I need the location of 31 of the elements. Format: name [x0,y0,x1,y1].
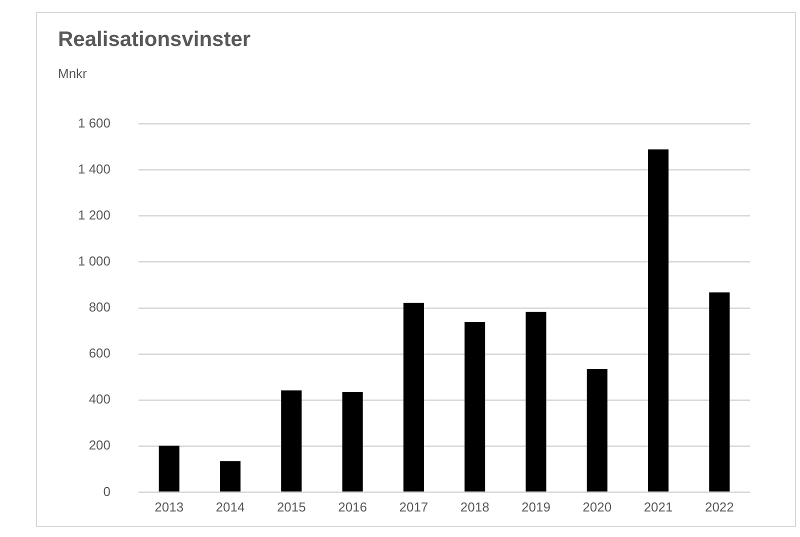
y-tick-label: 1 000 [78,254,111,269]
chart-title: Realisationsvinster [58,28,251,52]
x-tick-label: 2016 [338,500,368,515]
x-tick-label: 2021 [644,500,673,515]
y-tick-label: 1 400 [78,161,111,176]
bar [586,369,608,492]
x-tick-label: 2017 [399,500,428,515]
x-tick-label: 2013 [154,500,184,515]
bar [403,302,424,492]
y-tick-label: 800 [88,300,111,315]
x-tick-label: 2014 [216,500,245,515]
bar [464,322,486,492]
bar [526,312,546,492]
bar [220,461,241,492]
bar [158,446,180,492]
y-tick-label: 1 600 [78,115,111,130]
y-tick-label: 600 [88,346,111,361]
x-tick-label: 2015 [276,500,306,515]
y-tick-label: 0 [103,484,111,499]
bar [342,392,363,492]
bar [281,390,302,492]
bar [648,149,669,492]
x-tick-label: 2018 [460,500,490,515]
x-tick-label: 2019 [522,500,550,515]
x-tick-label: 2020 [582,500,612,515]
y-tick-label: 400 [88,392,111,407]
y-tick-label: 200 [88,438,111,453]
x-tick-label: 2022 [704,500,734,515]
y-axis-title: Mnkr [58,66,87,81]
bar [709,292,730,492]
y-tick-label: 1 200 [78,207,111,222]
